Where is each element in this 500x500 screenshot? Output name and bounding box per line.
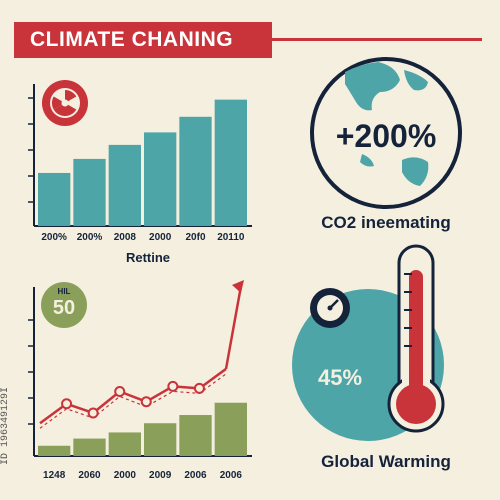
warming-stat: 45% — [292, 244, 445, 441]
chart2-bar — [73, 438, 106, 456]
chart2-tick-label: 1248 — [43, 470, 66, 481]
chart2-point — [167, 380, 179, 392]
globe-icon — [345, 62, 429, 186]
chart1-caption: Rettine — [126, 250, 170, 265]
hil-badge-value: 50 — [53, 297, 75, 319]
co2-caption: CO2 ineemating — [321, 213, 450, 232]
chart2-point — [193, 382, 205, 394]
hil-badge-label: HIL — [58, 287, 71, 296]
page-title: CLIMATE CHANING — [30, 28, 234, 51]
chart1-tick-label: 2008 — [114, 232, 137, 243]
thermometer-icon — [387, 244, 445, 433]
chart1-bar — [38, 172, 71, 226]
chart1-bar — [179, 116, 212, 226]
chart2-bar — [108, 432, 141, 456]
chart2-point — [87, 407, 99, 419]
chart2-arrow-head — [232, 280, 244, 293]
chart1-bar — [108, 144, 141, 226]
chart2-point — [114, 385, 126, 397]
chart2-series-dashed — [39, 373, 227, 429]
warming-caption: Global Warming — [321, 452, 451, 471]
chart1-bars — [38, 99, 247, 226]
chart1-tick-label: 20110 — [217, 232, 245, 243]
title-rule — [272, 38, 482, 41]
chart1-tick-label: 200% — [41, 232, 67, 243]
chart2-line — [39, 280, 244, 429]
chart1-tick-labels: 200% 200% 2008 2000 20f0 20110 — [41, 232, 245, 243]
chart1-tick-label: 20f0 — [185, 232, 205, 243]
chart1-bar — [73, 158, 106, 226]
chart2-tick-label: 2006 — [184, 470, 207, 481]
gauge-icon — [310, 288, 350, 328]
chart2-point — [140, 396, 152, 408]
chart2-tick-label: 2009 — [149, 470, 172, 481]
title-banner — [14, 22, 272, 58]
chart2-tick-label: 2060 — [78, 470, 101, 481]
co2-value: +200% — [336, 118, 437, 154]
chart1-tick-label: 2000 — [149, 232, 172, 243]
chart2-point — [61, 398, 73, 410]
chart2-arrow-shaft — [224, 285, 243, 370]
warming-value: 45% — [318, 365, 362, 390]
chart2-bars — [38, 402, 247, 456]
chart1-tick-label: 200% — [77, 232, 103, 243]
chart2-bar — [38, 445, 71, 456]
chart2-bar — [179, 415, 212, 456]
chart2-bar — [144, 423, 177, 456]
chart2-tick-label: 2006 — [220, 470, 243, 481]
chart2-tick-label: 2000 — [114, 470, 137, 481]
co2-stat: +200% — [310, 57, 462, 209]
chart1-bar — [214, 99, 247, 226]
chart1-bar — [144, 132, 177, 226]
radiation-icon — [42, 80, 88, 126]
chart2-tick-labels: 1248 2060 2000 2009 2006 2006 — [43, 470, 242, 481]
chart2-bar — [214, 402, 247, 456]
hil-badge: HIL 50 — [41, 282, 87, 328]
